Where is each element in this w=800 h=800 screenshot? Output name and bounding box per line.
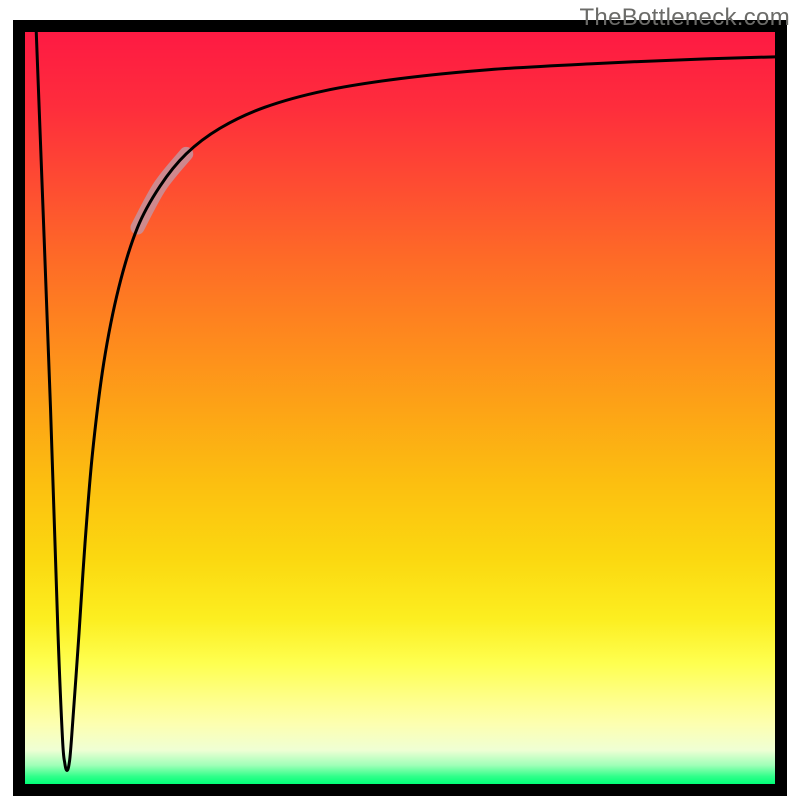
chart-svg — [0, 0, 800, 800]
plot-gradient-fill — [25, 32, 775, 784]
watermark-text: TheBottleneck.com — [579, 4, 790, 32]
figure-root: TheBottleneck.com — [0, 0, 800, 800]
plot-area — [19, 26, 781, 790]
